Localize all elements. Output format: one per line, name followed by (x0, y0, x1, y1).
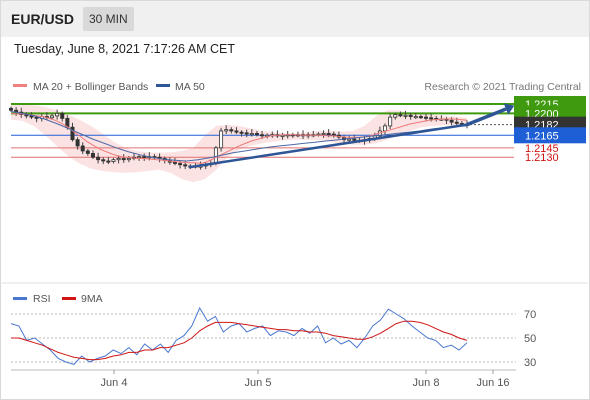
timeframe-button[interactable]: 30 MIN (83, 7, 134, 31)
candle-body (424, 116, 429, 119)
rsi-legend-swatch (13, 297, 27, 300)
rsi-ma-line (11, 320, 468, 361)
candle-body (352, 138, 357, 141)
candle-body (70, 126, 75, 141)
candle-body (224, 129, 229, 132)
forecast-arrow-head (503, 103, 515, 115)
currency-pair-title: EUR/USD (11, 11, 75, 27)
candle-body (331, 133, 336, 136)
candle-body (172, 161, 177, 164)
candle-body (393, 114, 398, 118)
candle-body (137, 156, 142, 159)
candle-body (321, 133, 326, 136)
ma50-legend-swatch (156, 84, 170, 87)
candle-body (388, 116, 393, 127)
candle-body (90, 153, 95, 158)
candle-body (85, 150, 90, 154)
rsi-ma-legend-label: 9MA (81, 293, 103, 305)
candle-body (96, 156, 101, 161)
level-label-1-2130: 1.2130 (525, 152, 559, 164)
candle-body (34, 116, 39, 119)
candle-body (106, 160, 111, 163)
candle-body (111, 159, 116, 162)
ma50-line (10, 111, 468, 162)
rsi-tick-30: 30 (524, 357, 536, 369)
candle-body (29, 115, 34, 118)
candle-body (326, 133, 331, 136)
candle-body (49, 115, 54, 119)
candle-body (116, 158, 121, 161)
ma20-legend-swatch (13, 84, 27, 87)
candle-body (8, 107, 13, 111)
candle-body (234, 130, 239, 133)
report-datetime: Tuesday, June 8, 2021 7:17:26 AM CET (14, 42, 235, 56)
candle-body (403, 114, 408, 117)
forecast-arrow-line (466, 107, 507, 127)
candle-body (244, 132, 249, 135)
rsi-line (10, 306, 468, 365)
candle-body (260, 134, 265, 137)
x-tick-label: Jun 16 (476, 377, 509, 389)
ma50-legend-label: MA 50 (175, 81, 205, 93)
candle-body (347, 138, 352, 141)
candle-body (183, 164, 188, 167)
ma20-line (10, 112, 468, 165)
candle-body (80, 145, 85, 152)
level-box-1-2165 (514, 127, 586, 144)
candle-body (219, 130, 224, 149)
candle-body (429, 117, 434, 120)
x-tick-label: Jun 4 (101, 377, 128, 389)
candle-body (249, 133, 254, 136)
x-tick-label: Jun 5 (245, 377, 272, 389)
candle-body (418, 116, 423, 119)
candle-body (239, 131, 244, 134)
candle-body (454, 121, 459, 124)
candle-body (280, 134, 285, 137)
candle-body (55, 112, 60, 117)
candle-body (449, 119, 454, 123)
candle-body (408, 114, 413, 117)
candle-body (126, 158, 131, 161)
candle-body (101, 159, 106, 162)
ma20-legend-label: MA 20 + Bollinger Bands (33, 81, 148, 93)
candle-body (383, 125, 388, 132)
bollinger-band (11, 104, 467, 183)
candle-body (60, 112, 65, 119)
rsi-tick-70: 70 (524, 309, 536, 321)
candle-body (121, 158, 126, 161)
candle-body (142, 156, 147, 159)
candle-body (398, 114, 403, 117)
candle-body (178, 163, 183, 166)
trendline (188, 123, 468, 169)
candle-body (254, 133, 259, 136)
level-label-1-2145: 1.2145 (525, 143, 559, 155)
rsi-ma-legend-swatch (62, 297, 76, 300)
candle-body (213, 147, 218, 164)
x-tick-label: Jun 8 (413, 377, 440, 389)
level-label-1-2165: 1.2165 (525, 130, 559, 142)
candle-body (413, 116, 418, 119)
credit-text: Research © 2021 Trading Central (424, 81, 581, 93)
candle-body (229, 129, 234, 132)
rsi-legend-label: RSI (33, 293, 51, 305)
candle-body (75, 139, 80, 147)
rsi-tick-50: 50 (524, 333, 536, 345)
